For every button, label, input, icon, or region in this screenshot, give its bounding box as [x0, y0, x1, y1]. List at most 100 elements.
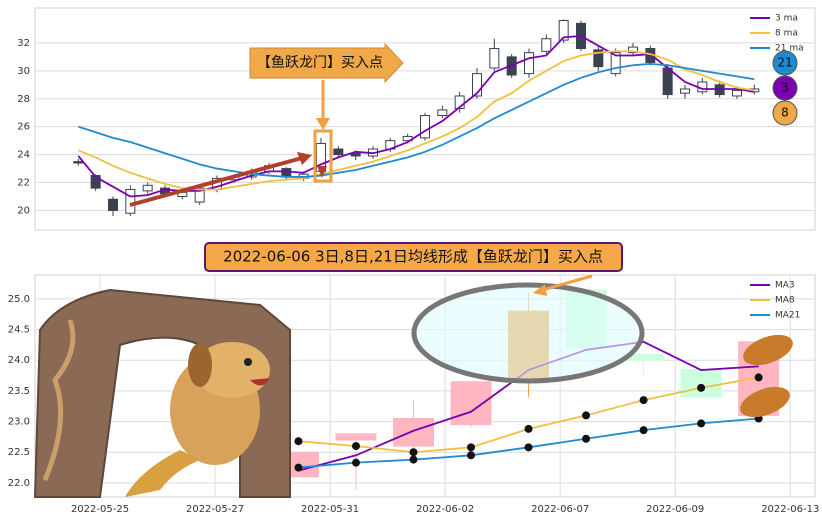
fish — [740, 386, 790, 418]
candle-body — [541, 38, 552, 52]
ma-line — [78, 62, 755, 178]
ma-marker — [467, 451, 476, 460]
badge — [772, 75, 798, 101]
candle-body — [142, 184, 153, 192]
legend-label: 21 ma — [775, 44, 804, 54]
y-tick-label: 22.0 — [8, 478, 30, 489]
ma-marker — [409, 455, 418, 464]
candle-body — [472, 73, 482, 97]
ma-marker — [294, 437, 303, 446]
fish — [743, 334, 793, 366]
decorations: 【鱼跃龙门】买入点 2022-06-06 3日,8日,21日均线形成【鱼跃龙门】… — [33, 42, 793, 498]
oval-arrow — [541, 274, 593, 292]
x-tick-label: 2022-05-27 — [186, 504, 244, 515]
candle-body — [610, 52, 621, 75]
ma-marker — [351, 458, 360, 467]
badge — [772, 50, 798, 76]
candle-body — [108, 198, 118, 211]
candle-body — [558, 20, 569, 41]
y-tick-label: 22 — [17, 178, 30, 189]
up-arrow — [317, 166, 327, 178]
legend-label: 3 ma — [775, 14, 798, 24]
highlight-box — [313, 129, 333, 183]
annotation-arrow — [249, 42, 404, 84]
x-tick-label: 2022-05-25 — [71, 504, 129, 515]
candle-body — [732, 89, 742, 97]
ma-marker — [294, 463, 303, 472]
ma-marker — [697, 383, 706, 392]
legend-label: MA8 — [775, 296, 795, 306]
candle-body — [335, 433, 377, 441]
ma-marker — [524, 443, 533, 452]
ma-marker — [639, 426, 648, 435]
x-tick-label: 2022-05-31 — [301, 504, 359, 515]
ma-marker — [582, 411, 591, 420]
candle-body — [437, 109, 448, 117]
candle-body — [680, 88, 690, 94]
y-tick-label: 28 — [17, 94, 30, 105]
ma-marker — [582, 434, 591, 443]
x-tick-label: 2022-06-09 — [646, 504, 704, 515]
ma-marker — [697, 419, 706, 428]
dog-eye — [244, 358, 252, 366]
y-tick-label: 20 — [17, 205, 30, 216]
ma-marker — [639, 396, 648, 405]
trend-arrow-head — [297, 152, 312, 165]
x-tick-label: 2022-06-02 — [416, 504, 474, 515]
candle-body — [73, 161, 84, 164]
dog-tail — [125, 450, 200, 497]
candle-body — [420, 115, 430, 139]
trend-arrow — [129, 156, 303, 207]
y-tick-label: 26 — [17, 122, 30, 133]
y-tick-label: 24.0 — [8, 355, 30, 366]
y-tick-label: 24 — [17, 150, 30, 161]
gate-dragon — [42, 319, 76, 481]
highlight-oval — [411, 282, 645, 384]
ma-marker — [467, 443, 476, 452]
dog-ear — [188, 343, 212, 387]
candle-body — [489, 47, 500, 69]
x-tick-label: 2022-06-07 — [531, 504, 589, 515]
legend-label: MA3 — [775, 281, 795, 291]
badge-label: 3 — [781, 81, 789, 95]
y-tick-label: 25.0 — [8, 294, 30, 305]
legend-label: MA21 — [775, 311, 800, 321]
candle-body — [628, 46, 638, 54]
annotation: 【鱼跃龙门】买入点 — [257, 54, 383, 71]
candle-body — [680, 368, 722, 398]
y-tick-label: 30 — [17, 66, 30, 77]
ma-marker — [351, 442, 360, 451]
candle-body — [454, 95, 465, 110]
oval-arrow-head — [533, 284, 547, 296]
candle-body — [194, 187, 205, 203]
dog-head — [194, 342, 270, 398]
dog-mouth — [250, 378, 270, 386]
ma-marker — [409, 448, 418, 457]
candle-body — [350, 152, 361, 157]
candle-body — [593, 49, 604, 68]
chart-title: 2022-06-06 3日,8日,21日均线形成【鱼跃龙门】买入点 — [223, 248, 603, 266]
candle-body — [662, 67, 673, 96]
ma-line — [77, 35, 755, 198]
y-tick-label: 22.5 — [8, 447, 30, 458]
legend-label: 8 ma — [775, 29, 798, 39]
y-tick-label: 23.0 — [8, 417, 30, 428]
pointer-head — [316, 118, 330, 130]
badge — [772, 100, 798, 126]
candle-body — [524, 52, 534, 75]
ma-marker — [524, 424, 533, 433]
badge-label: 8 — [781, 106, 789, 120]
x-tick-label: 2022-06-13 — [761, 504, 819, 515]
title-box — [204, 242, 623, 272]
candle-body — [392, 418, 434, 447]
y-tick-label: 32 — [17, 38, 30, 49]
y-tick-label: 23.5 — [8, 386, 30, 397]
candle-body — [281, 168, 292, 178]
top-chart: 20 22 24 26 28 30 32 3 ma 8 ma 21 ma 21 3 8 — [17, 7, 816, 231]
y-tick-label: 24.5 — [8, 325, 30, 336]
candle-body — [333, 148, 344, 156]
candle-body — [125, 189, 136, 214]
ma-marker — [754, 373, 763, 382]
badge-label: 21 — [777, 56, 792, 70]
